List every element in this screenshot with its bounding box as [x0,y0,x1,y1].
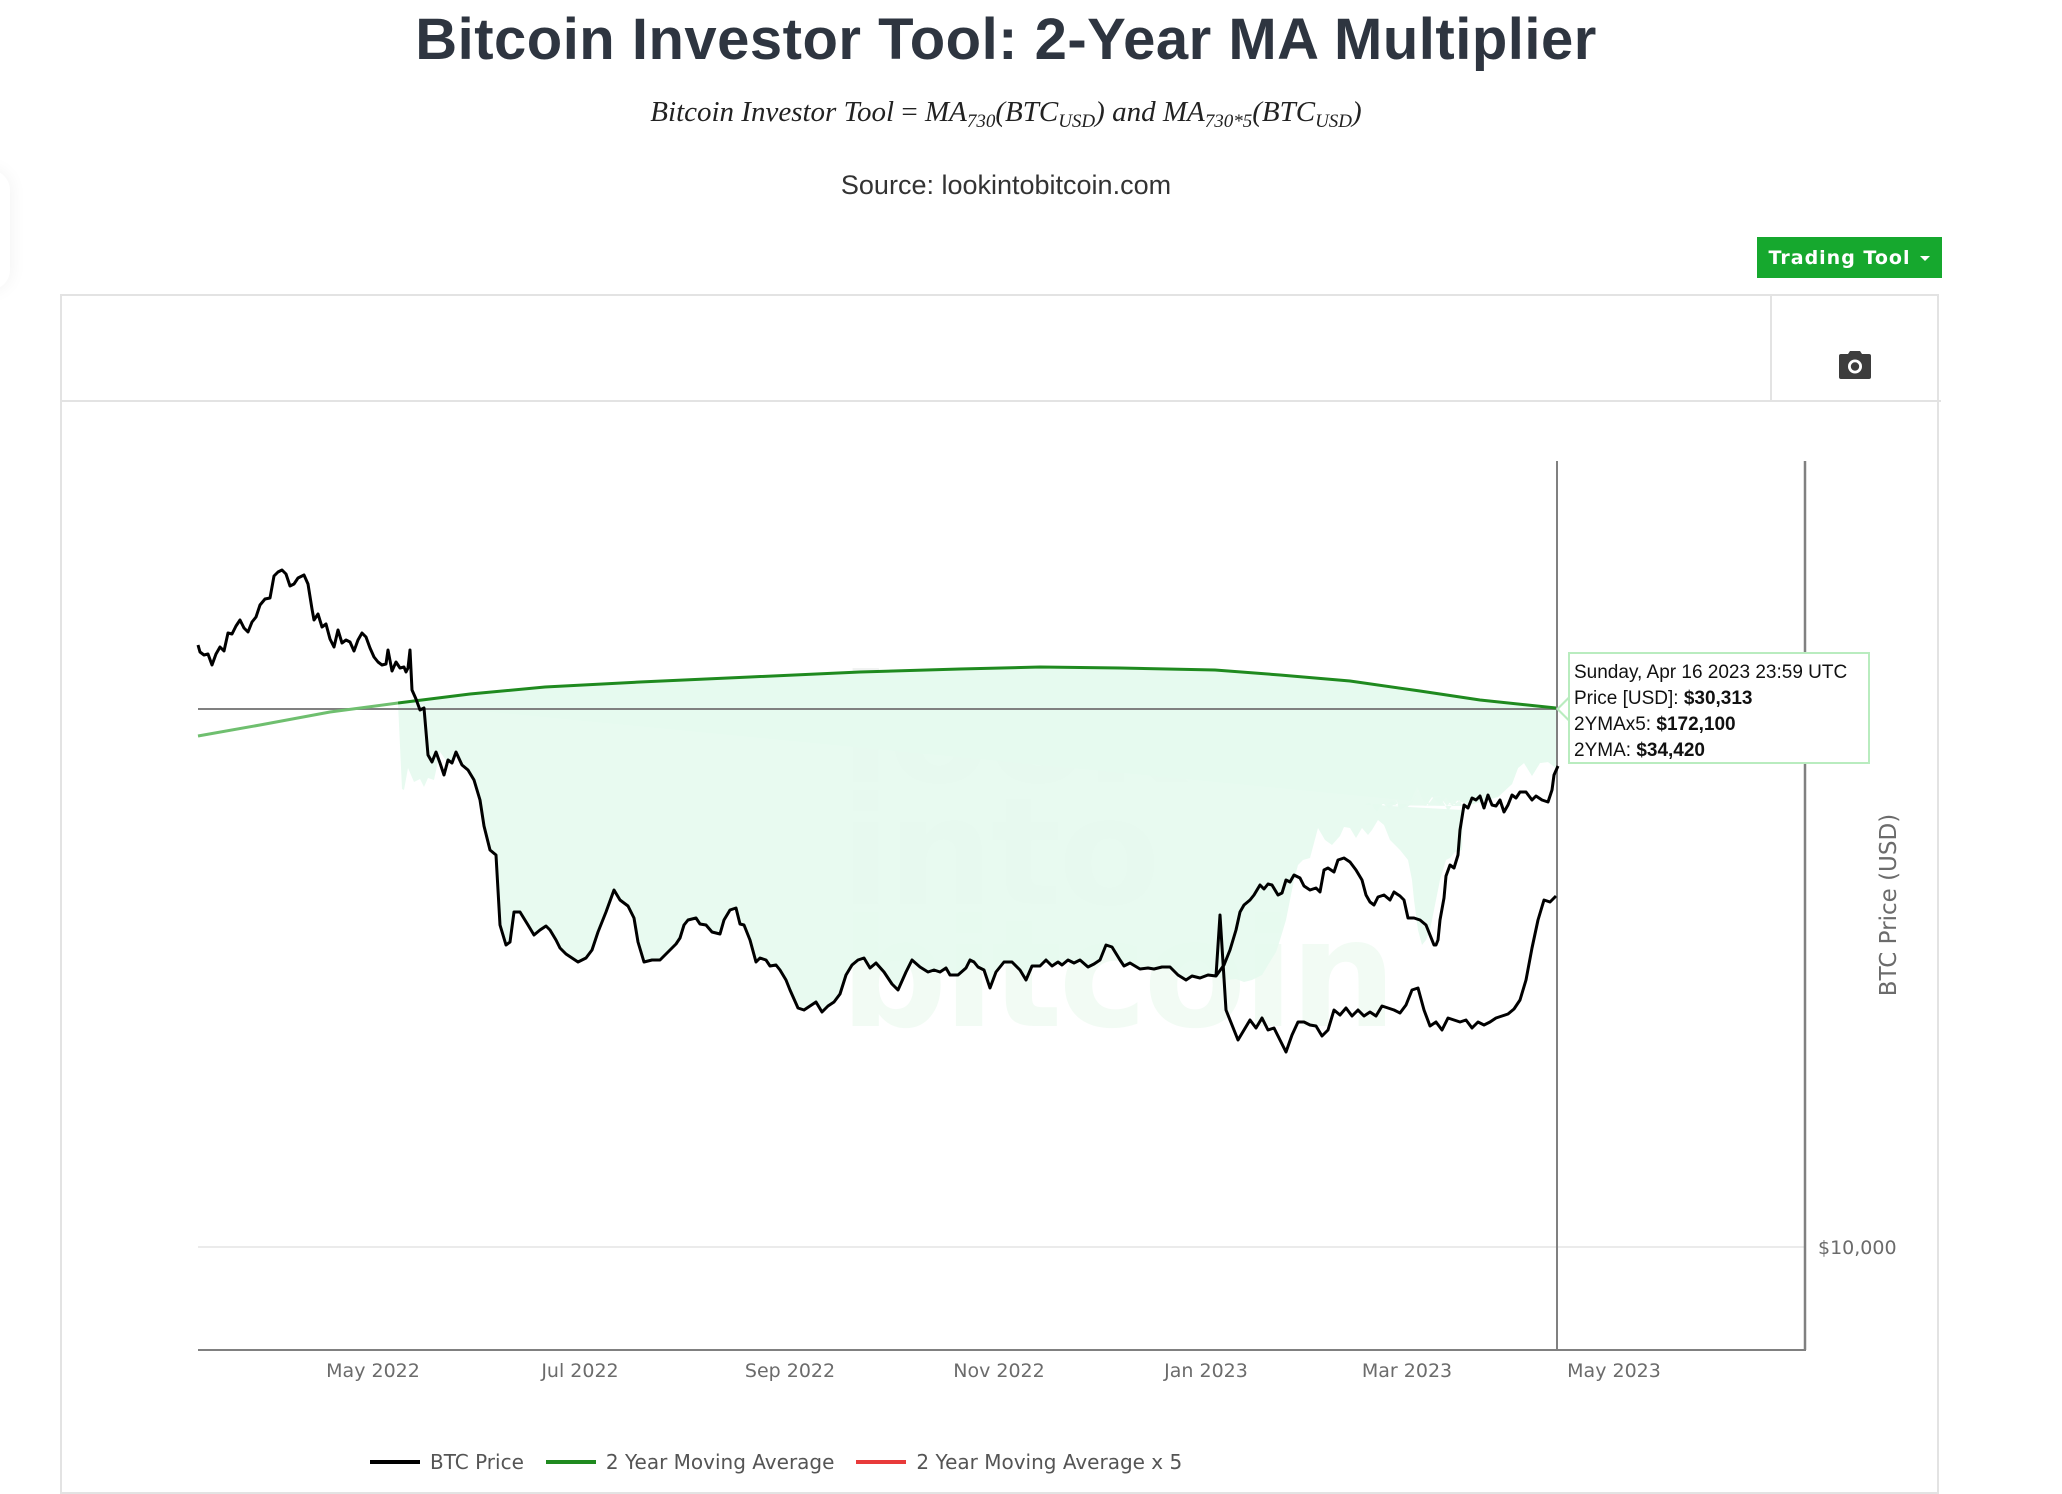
x-tick-label: May 2023 [1567,1360,1661,1382]
y-tick-label: $10,000 [1818,1237,1897,1259]
formula-and: and [1112,96,1156,128]
formula-eq: = [901,96,918,128]
side-panel-edge [0,170,10,290]
formula-sub1: 730 [966,111,996,132]
camera-icon [1839,351,1871,379]
toolbar-divider-vertical [1770,296,1772,401]
formula-ma1: MA [924,96,967,128]
tooltip-ma-label: 2YMA: [1574,740,1637,761]
formula-lhs: Bitcoin Investor Tool [650,96,895,128]
tooltip-arrow-inner [1559,698,1570,720]
legend-item-btc-price[interactable]: BTC Price [370,1450,524,1474]
page-title: Bitcoin Investor Tool: 2-Year MA Multipl… [415,7,1597,72]
formula: Bitcoin Investor Tool = MA730(BTCUSD) an… [650,96,1362,132]
legend-label: 2 Year Moving Average [605,1450,835,1474]
formula-ma2: MA [1162,96,1205,128]
ma-line [397,665,1557,710]
x-tick-label: Nov 2022 [953,1360,1044,1382]
x-tick-label: Jan 2023 [1163,1360,1248,1382]
chart-legend: BTC Price 2 Year Moving Average 2 Year M… [370,1450,1182,1474]
formula-sub2: 730*5 [1204,111,1253,132]
legend-swatch-red [856,1460,907,1464]
tooltip-ma5-label: 2YMAx5: [1574,714,1657,735]
tooltip-ma5-row: 2YMAx5: $172,100 [1574,712,1868,738]
trading-tool-label: Trading Tool [1768,246,1911,269]
formula-usd2: USD [1315,111,1353,132]
source-text: Source: lookintobitcoin.com [840,170,1172,200]
y-axis-title: BTC Price (USD) [1876,814,1902,996]
legend-item-2y-ma-x5[interactable]: 2 Year Moving Average x 5 [856,1450,1182,1474]
legend-swatch-green [545,1460,596,1464]
formula-btc2: BTC [1261,96,1316,128]
toolbar-divider [60,400,1941,402]
legend-item-2y-ma[interactable]: 2 Year Moving Average [545,1450,835,1474]
download-snapshot-button[interactable] [1830,340,1880,390]
btc-price-line-recent [1214,765,1560,977]
btc-price-line[interactable] [196,568,1558,1054]
x-tick-label: Sep 2022 [745,1360,835,1382]
chart-plot[interactable]: May 2022 Jul 2022 Sep 2022 Nov 2022 Jan … [0,0,2062,1464]
x-tick-label: Mar 2023 [1362,1360,1452,1382]
tooltip-price-value: $30,313 [1683,688,1753,709]
legend-swatch-black [370,1460,420,1464]
legend-label: 2 Year Moving Average x 5 [916,1450,1183,1474]
trading-tool-dropdown[interactable]: Trading Tool [1757,237,1942,278]
tooltip-price-label: Price [USD]: [1574,688,1684,709]
formula-btc1: BTC [1005,96,1059,128]
tooltip-ma-row: 2YMA: $34,420 [1574,738,1868,764]
legend-label: BTC Price [430,1450,524,1474]
hover-tooltip: Sunday, Apr 16 2023 23:59 UTC Price [USD… [1568,652,1870,764]
x-tick-label: Jul 2022 [540,1360,618,1382]
ma-price-fill-main [398,667,1556,1012]
formula-usd1: USD [1058,111,1096,132]
x-tick-label: May 2022 [326,1360,420,1382]
tooltip-ma-value: $34,420 [1636,740,1705,761]
caret-down-icon [1920,256,1931,261]
tooltip-ma5-value: $172,100 [1656,714,1736,735]
tooltip-price-row: Price [USD]: $30,313 [1574,686,1868,712]
ma-line-light [197,701,399,738]
tooltip-date: Sunday, Apr 16 2023 23:59 UTC [1574,662,1848,683]
